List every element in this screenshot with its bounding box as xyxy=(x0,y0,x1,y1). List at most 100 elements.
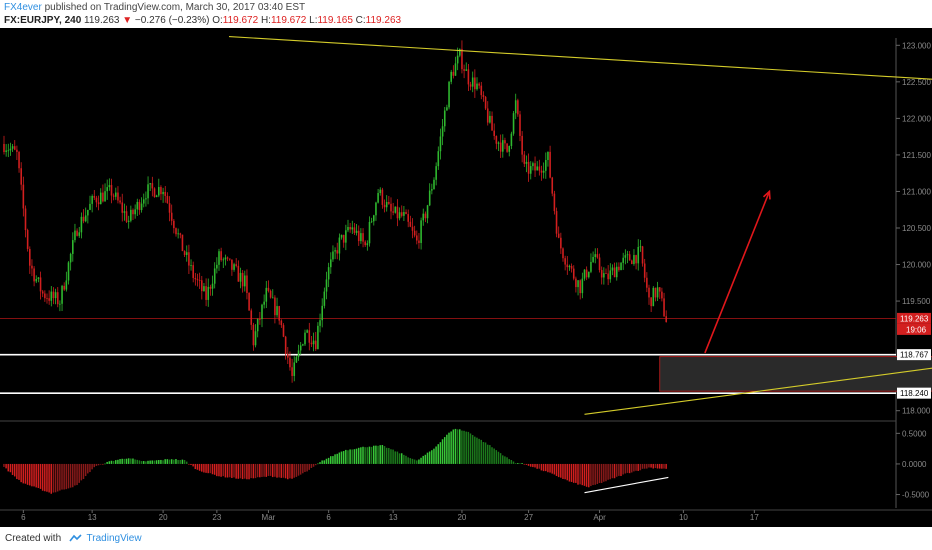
candle-body xyxy=(611,267,614,271)
candle-body xyxy=(125,211,128,222)
oscillator-bar xyxy=(618,463,620,476)
oscillator-bar xyxy=(312,463,315,467)
candle-body xyxy=(536,166,538,171)
candle-body xyxy=(353,227,356,233)
oscillator-bar xyxy=(441,439,444,464)
oscillator-bar xyxy=(228,463,231,478)
support-lower-price-label-bg xyxy=(897,387,931,399)
resistance-trendline[interactable] xyxy=(228,35,932,86)
candle-body xyxy=(426,205,429,219)
time-axis[interactable]: 6 13 20 23 Mar 6 13 20 27 Apr 10 17 xyxy=(0,509,932,522)
oscillator-bar xyxy=(650,463,652,468)
oscillator-bar xyxy=(426,452,429,464)
oscillator-bar xyxy=(504,456,506,464)
oscillator-bar xyxy=(87,463,89,474)
support-trendline[interactable] xyxy=(584,354,932,415)
brand-name[interactable]: TradingView xyxy=(86,533,142,544)
oscillator-bar xyxy=(179,460,181,464)
oscillator-bar xyxy=(551,463,553,474)
oscillator-bar xyxy=(149,460,151,464)
candle-body xyxy=(478,83,480,86)
candle-body xyxy=(201,280,203,292)
candle-body xyxy=(454,63,457,76)
oscillator-bar xyxy=(461,430,463,464)
price-tick-label: 123.000 xyxy=(902,41,931,50)
candle-body xyxy=(267,287,270,291)
candle-body xyxy=(158,187,160,196)
price-pane[interactable]: 123.000 122.500 122.000 121.500 121.000 120.5… xyxy=(0,35,932,508)
oscillator-bar xyxy=(607,463,609,480)
candle-body xyxy=(188,252,190,266)
oscillator-bar xyxy=(431,450,433,464)
candle-body xyxy=(560,237,562,249)
candle-body xyxy=(572,268,575,279)
candle-body xyxy=(547,151,549,161)
candle-body xyxy=(196,279,199,281)
candle-body xyxy=(72,240,74,254)
candle-body xyxy=(239,272,242,282)
candle-body xyxy=(280,320,283,326)
oscillator-bar xyxy=(63,463,65,490)
oscillator-bar xyxy=(392,449,394,464)
candle-body xyxy=(310,342,313,345)
oscillator-bar xyxy=(280,463,283,478)
oscillator-bar xyxy=(278,463,280,478)
oscillator-bar xyxy=(557,463,560,478)
candle-body xyxy=(185,252,188,255)
candle-body xyxy=(231,259,233,270)
oscillator-bar xyxy=(454,428,457,464)
candle-body xyxy=(407,214,409,222)
candle-body xyxy=(596,254,599,258)
oscillator-bar xyxy=(390,449,392,464)
oscillator-bar xyxy=(205,463,207,473)
candle-body xyxy=(95,197,98,203)
oscillator-bar xyxy=(489,445,491,464)
divergence-line[interactable] xyxy=(584,476,669,494)
oscillator-bar xyxy=(108,461,111,464)
oscillator-bar xyxy=(579,463,581,485)
candle-body xyxy=(394,206,397,213)
candle-body xyxy=(164,191,167,196)
oscillator-bar xyxy=(502,455,504,464)
oscillator-bar xyxy=(319,462,321,464)
oscillator-bar xyxy=(84,463,87,477)
oscillator-bar xyxy=(622,463,624,475)
candle-body xyxy=(579,280,581,294)
oscillator-bar xyxy=(160,459,162,464)
candle-body xyxy=(452,71,455,76)
candle-body xyxy=(153,188,156,198)
candle-body xyxy=(291,367,293,376)
candle-body xyxy=(334,250,336,252)
oscillator-bar xyxy=(237,463,240,479)
candle-body xyxy=(24,208,27,231)
oscillator-bar xyxy=(306,463,308,472)
target-arrow[interactable] xyxy=(704,191,771,354)
symbol-label[interactable]: FX:EURJPY, 240 xyxy=(4,15,82,26)
candle-body xyxy=(119,200,121,203)
candle-body xyxy=(620,262,622,271)
oscillator-bar xyxy=(336,453,338,464)
oscillator-bar xyxy=(7,463,9,472)
candle-body xyxy=(562,248,564,259)
candle-body xyxy=(170,212,173,221)
candle-body xyxy=(63,285,65,290)
oscillator-bar xyxy=(82,463,85,480)
oscillator-bar xyxy=(514,463,517,464)
price-axis-bg xyxy=(896,38,932,508)
oscillator-bar xyxy=(181,459,184,464)
chart-area[interactable]: 123.000 122.500 122.000 121.500 121.000 120.5… xyxy=(0,28,932,527)
oscillator-bar xyxy=(18,463,20,480)
oscillator-bar xyxy=(323,460,326,464)
candle-body xyxy=(198,280,201,281)
author-link[interactable]: FX4ever xyxy=(4,2,42,13)
oscillator-pane[interactable]: 0.5000 0.0000 -0.5000 xyxy=(3,428,930,500)
oscillator-bar xyxy=(428,451,431,464)
candle-body xyxy=(379,189,382,194)
oscillator-bar xyxy=(385,447,388,464)
candle-body xyxy=(626,254,629,256)
candle-body xyxy=(22,184,25,209)
time-tick-label: 17 xyxy=(750,513,759,522)
oscillator-bar xyxy=(532,463,534,468)
oscillator-bar xyxy=(224,463,227,478)
candle-body xyxy=(181,234,184,252)
